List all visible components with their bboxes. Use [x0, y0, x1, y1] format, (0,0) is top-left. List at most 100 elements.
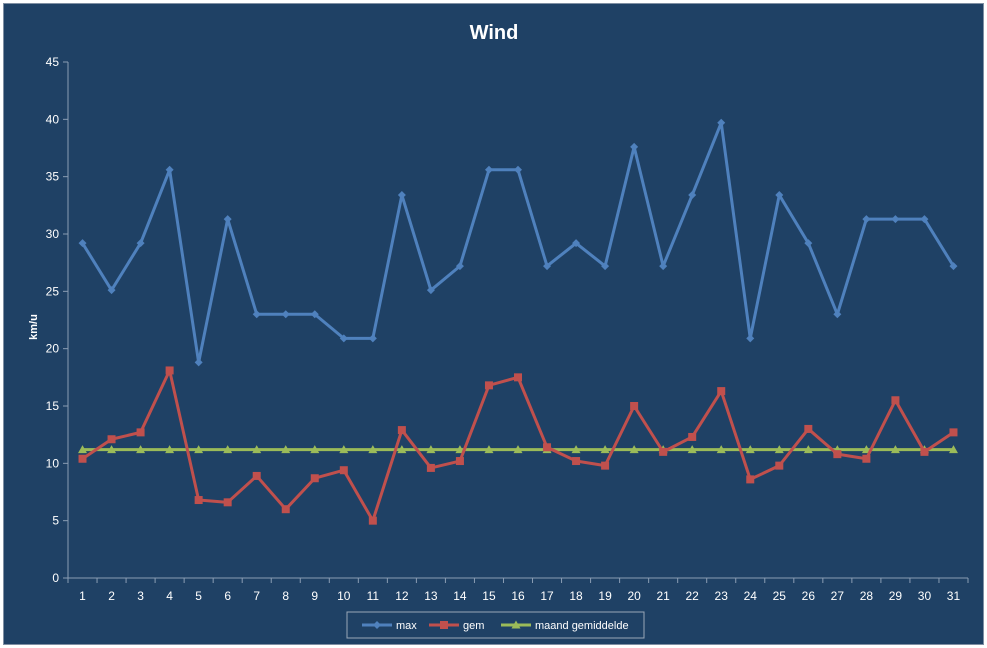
data-point [862, 215, 871, 224]
data-point [687, 445, 697, 454]
legend-item: gem [429, 620, 484, 632]
legend-box [346, 611, 645, 639]
data-point [339, 334, 348, 343]
x-tick-label: 1 [79, 589, 86, 603]
data-point [601, 461, 610, 470]
data-point [310, 310, 319, 319]
series-line [81, 121, 955, 364]
x-tick-label: 17 [540, 589, 554, 603]
legend-marker [373, 621, 381, 629]
y-tick-label: 20 [46, 342, 60, 356]
data-point [949, 262, 958, 271]
y-tick-label: 25 [46, 284, 60, 298]
x-tick-label: 5 [195, 589, 202, 603]
series-gem [78, 366, 958, 525]
data-point [223, 215, 232, 224]
x-tick-label: 16 [511, 589, 525, 603]
x-tick-label: 31 [947, 589, 961, 603]
data-point [513, 445, 523, 454]
x-tick-label: 7 [253, 589, 260, 603]
y-tick-label: 15 [46, 399, 60, 413]
data-point [339, 445, 349, 454]
data-point [310, 445, 320, 454]
y-tick-label: 10 [46, 456, 60, 470]
data-point [688, 191, 697, 200]
data-point [397, 426, 406, 435]
data-point [572, 239, 581, 248]
y-tick-label: 45 [46, 55, 60, 69]
data-point [252, 471, 261, 480]
data-point [514, 373, 522, 382]
data-point [629, 445, 639, 454]
data-point [107, 286, 116, 295]
data-point [107, 435, 116, 444]
legend-label: max [396, 620, 417, 632]
data-point [948, 445, 958, 454]
x-tick-label: 26 [802, 589, 816, 603]
x-tick-label: 9 [311, 589, 318, 603]
data-point [804, 424, 813, 433]
data-point [920, 447, 929, 456]
data-point [78, 454, 87, 463]
y-tick-label: 0 [52, 571, 59, 585]
data-point [252, 445, 262, 454]
x-tick-label: 18 [569, 589, 583, 603]
data-point [833, 450, 842, 459]
x-tick-label: 8 [282, 589, 289, 603]
y-tick-label: 40 [46, 112, 60, 126]
data-point [78, 239, 87, 248]
chart-title: Wind [470, 22, 519, 44]
data-point [165, 165, 174, 174]
data-point [368, 334, 377, 343]
data-point [630, 402, 639, 410]
series-max [78, 118, 958, 367]
x-tick-label: 30 [918, 589, 932, 603]
data-point [426, 445, 436, 454]
data-point [252, 310, 261, 319]
data-point [716, 445, 726, 454]
x-tick-label: 6 [224, 589, 231, 603]
legend-item: maand gemiddelde [501, 620, 629, 632]
x-tick-label: 10 [337, 589, 351, 603]
x-tick-label: 2 [108, 589, 115, 603]
data-point [775, 191, 784, 200]
data-point [891, 396, 900, 405]
data-point [833, 310, 842, 319]
x-tick-label: 11 [367, 589, 380, 603]
x-tick-label: 15 [482, 589, 496, 603]
x-tick-label: 29 [889, 589, 903, 603]
x-tick-label: 3 [137, 589, 144, 603]
x-tick-label: 28 [860, 589, 874, 603]
data-point [368, 445, 378, 454]
data-point [223, 445, 233, 454]
x-tick-label: 25 [773, 589, 787, 603]
data-point [165, 366, 174, 375]
data-point [484, 381, 493, 390]
data-point [136, 445, 146, 454]
data-point [745, 445, 755, 454]
legend-label: gem [463, 620, 484, 632]
data-point [194, 496, 203, 505]
data-point [659, 262, 668, 271]
data-point [630, 142, 639, 151]
data-point [310, 474, 319, 483]
y-tick-label: 5 [52, 514, 59, 528]
data-point [803, 445, 813, 454]
data-point [484, 445, 494, 454]
data-point [339, 466, 348, 475]
series-layer [78, 118, 958, 525]
data-point [891, 215, 900, 224]
data-point [543, 443, 552, 452]
data-point [774, 445, 784, 454]
data-point [281, 310, 290, 319]
x-tick-label: 12 [395, 589, 409, 603]
data-point [194, 358, 203, 367]
data-point [426, 286, 435, 295]
data-point [920, 215, 929, 224]
data-point [804, 239, 813, 248]
data-point [890, 445, 900, 454]
x-tick-label: 27 [831, 589, 845, 603]
data-point [688, 432, 697, 441]
data-point [223, 498, 232, 507]
